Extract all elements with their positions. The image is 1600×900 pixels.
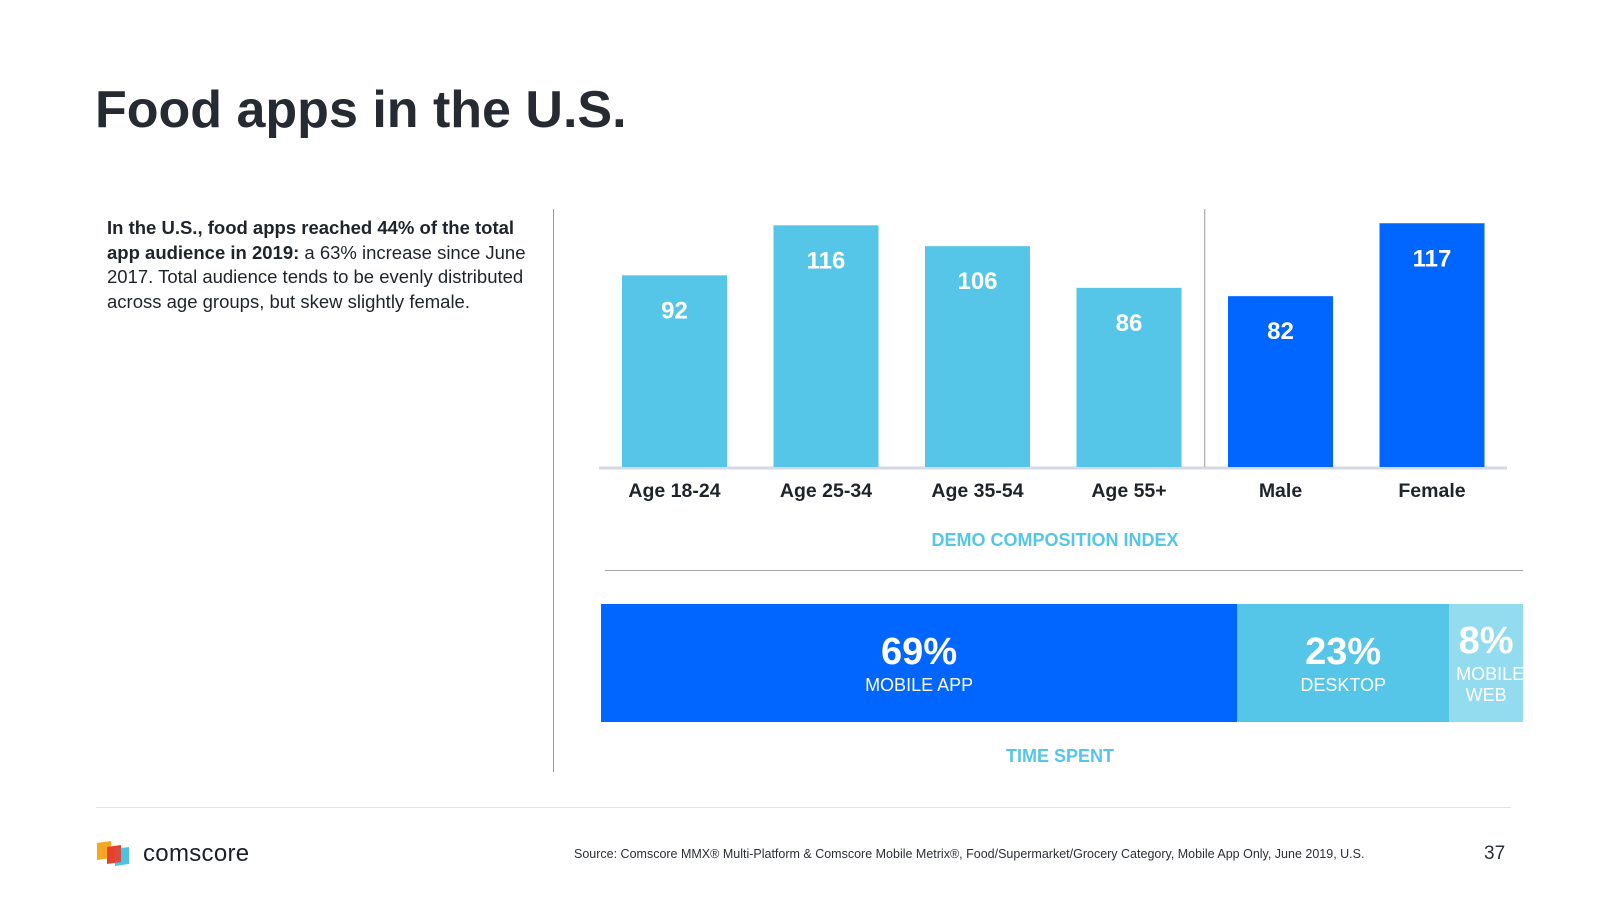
source-note: Source: Comscore MMX® Multi-Platform & C… xyxy=(574,847,1365,861)
bar-female xyxy=(1379,223,1485,467)
page-number: 37 xyxy=(1484,843,1506,864)
segment-desktop: 23% DESKTOP xyxy=(1237,604,1450,722)
category-tick-label: Age 35-54 xyxy=(931,480,1023,502)
vertical-divider xyxy=(553,209,554,772)
bar-age-18-24 xyxy=(622,275,727,467)
segment-pct: 8% xyxy=(1458,620,1514,662)
category-tick-label: Age 18-24 xyxy=(628,480,720,502)
page-title: Food apps in the U.S. xyxy=(95,81,627,139)
footer-divider xyxy=(96,807,1511,808)
segment-mobile-web: 8% MOBILE WEB xyxy=(1449,604,1525,722)
bar-value-label: 92 xyxy=(661,297,688,324)
section-divider xyxy=(605,570,1523,571)
bar-value-label: 106 xyxy=(957,268,997,295)
bar-male xyxy=(1228,296,1333,467)
chart-title: DEMO COMPOSITION INDEX xyxy=(931,530,1179,550)
category-tick-label: Age 25-34 xyxy=(780,480,872,502)
category-tick-label: Male xyxy=(1259,480,1303,502)
segment-label: MOBILE APP xyxy=(865,674,974,695)
comscore-logo-icon xyxy=(97,841,129,866)
bar-age-35-54 xyxy=(925,246,1030,467)
segment-pct: 23% xyxy=(1305,630,1382,673)
bar-value-label: 82 xyxy=(1267,318,1294,345)
segment-label: DESKTOP xyxy=(1300,674,1387,695)
description-rest: a 63% increase since June 2017. Total au… xyxy=(107,241,526,312)
segment-label: MOBILE WEB xyxy=(1456,664,1525,705)
segment-pct: 69% xyxy=(881,630,958,673)
comscore-logo: comscore xyxy=(97,840,249,868)
comscore-wordmark: comscore xyxy=(143,840,250,867)
time-spent-bar: 69% MOBILE APP 23% DESKTOP 8% MOBILE WEB xyxy=(601,604,1525,722)
description-bold: In the U.S., food apps reached 44% of th… xyxy=(107,217,515,263)
category-tick-label: Female xyxy=(1398,480,1465,502)
bar-value-label: 86 xyxy=(1116,310,1143,337)
bar-age-25-34 xyxy=(773,225,879,467)
segment-mobile-app: 69% MOBILE APP xyxy=(601,604,1238,722)
bar-age-55- xyxy=(1076,287,1182,467)
time-spent-title: TIME SPENT xyxy=(1005,746,1114,766)
bar-value-label: 116 xyxy=(807,247,846,274)
description-text: In the U.S., food apps reached 44% of th… xyxy=(107,216,527,314)
category-tick-label: Age 55+ xyxy=(1091,480,1166,502)
bar-value-label: 117 xyxy=(1413,245,1452,272)
